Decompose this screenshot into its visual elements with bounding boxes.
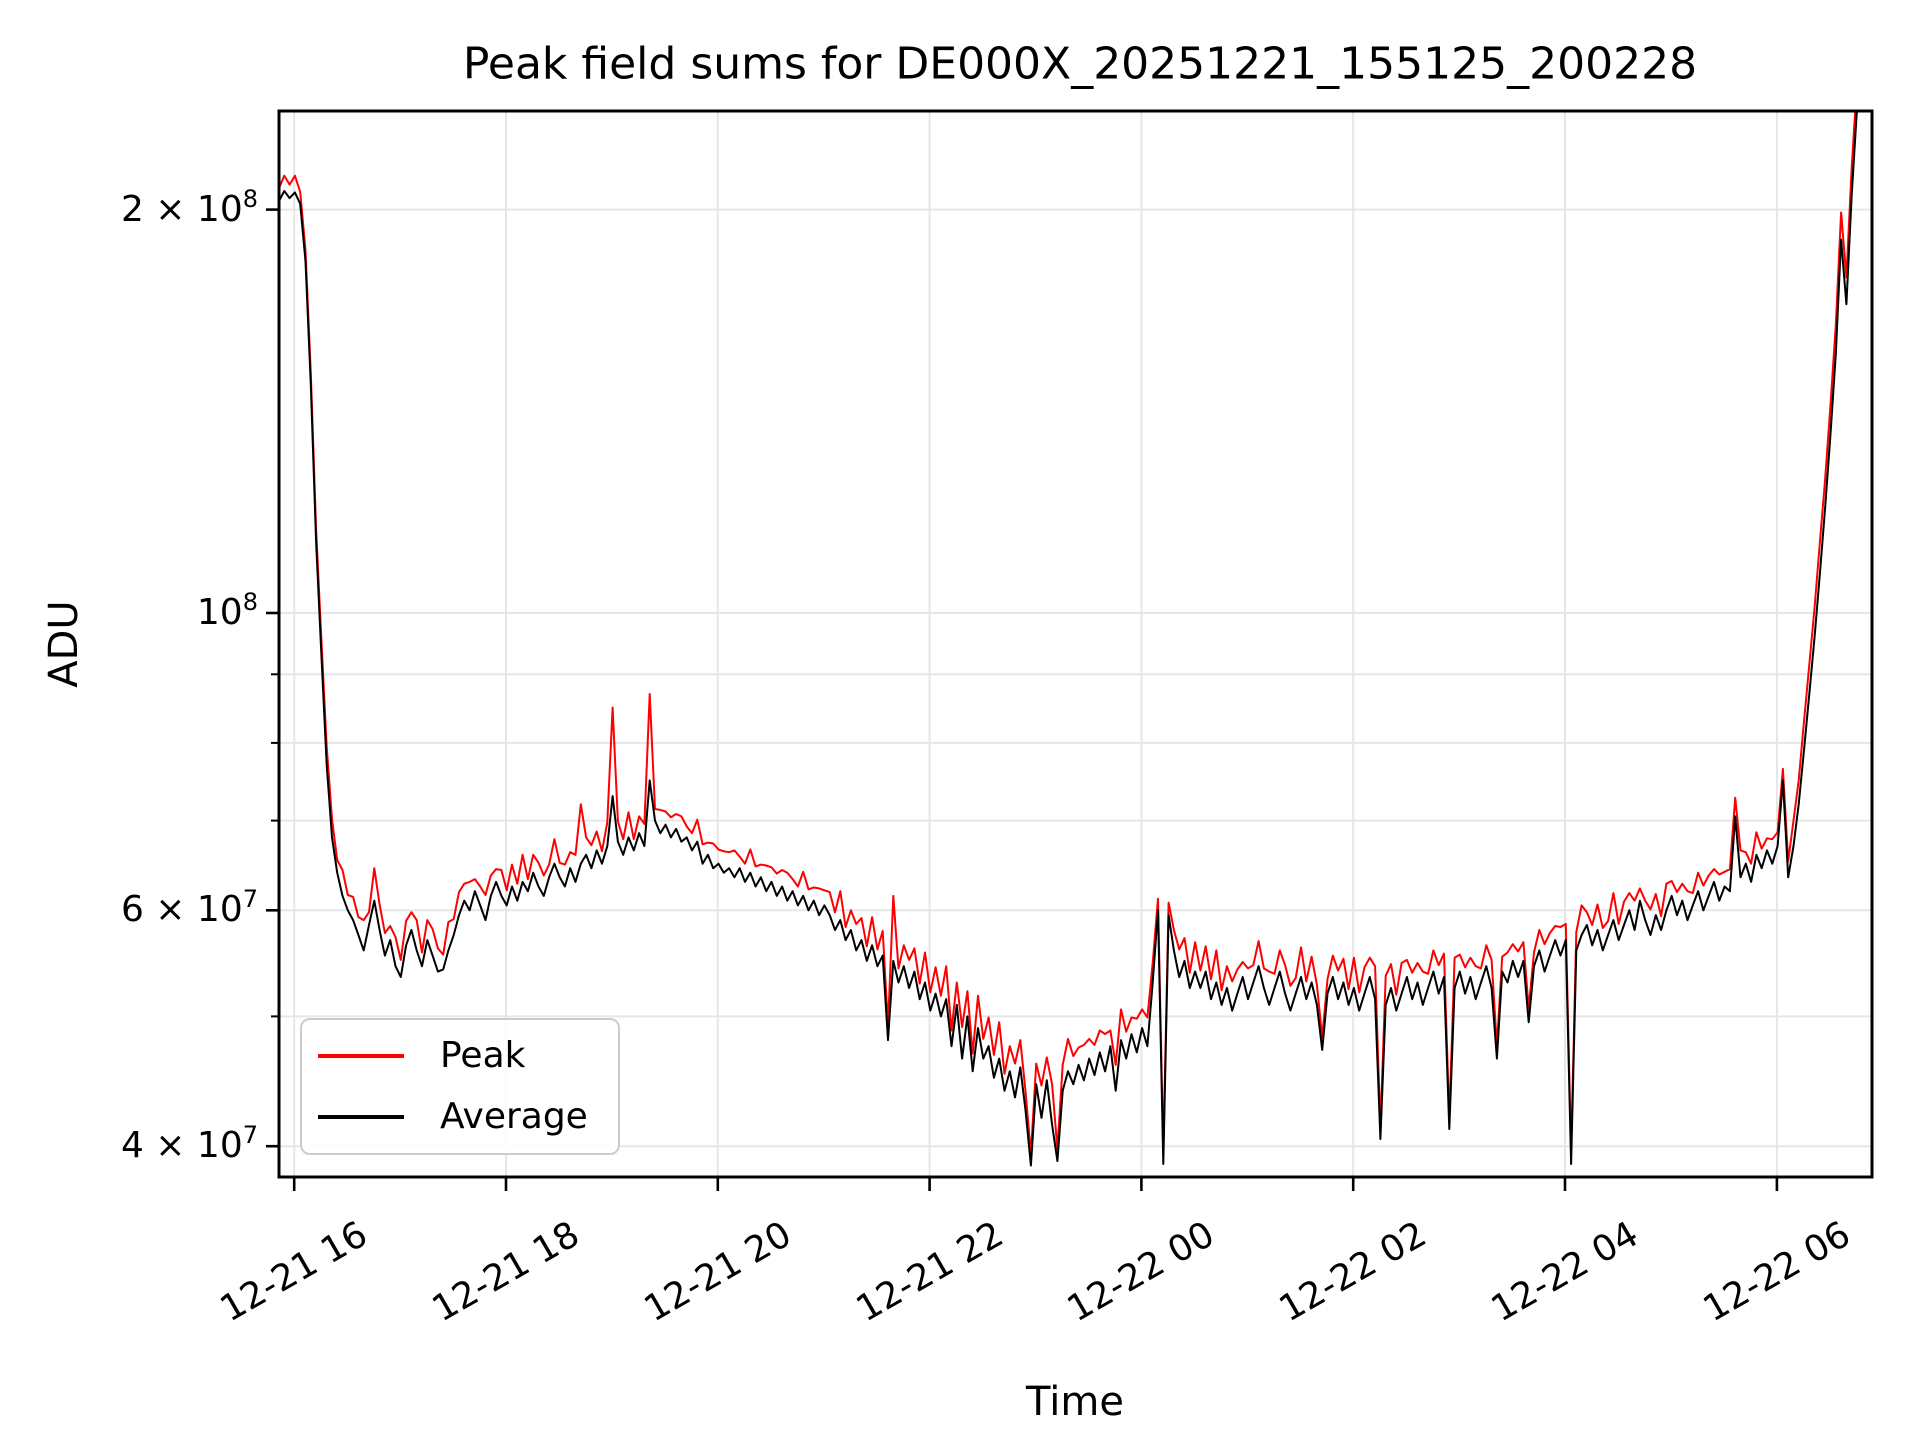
chart-title: Peak field sums for DE000X_20251221_1551… <box>462 38 1698 90</box>
y-tick-label: 108 <box>196 588 258 633</box>
y-tick-label: 4 × 107 <box>120 1121 258 1167</box>
y-tick-label: 6 × 107 <box>120 885 258 931</box>
average-line-swatch <box>318 1114 404 1119</box>
legend-item-peak: Peak <box>318 1038 618 1074</box>
x-axis-label: Time <box>1026 1379 1124 1425</box>
peak-line-swatch <box>318 1054 404 1059</box>
legend: Peak Average <box>300 1018 620 1155</box>
legend-label-peak: Peak <box>440 1035 526 1077</box>
y-tick-label: 2 × 108 <box>120 184 258 230</box>
plot-area <box>277 109 1874 1179</box>
legend-label-average: Average <box>440 1095 588 1137</box>
legend-item-average: Average <box>318 1095 618 1137</box>
